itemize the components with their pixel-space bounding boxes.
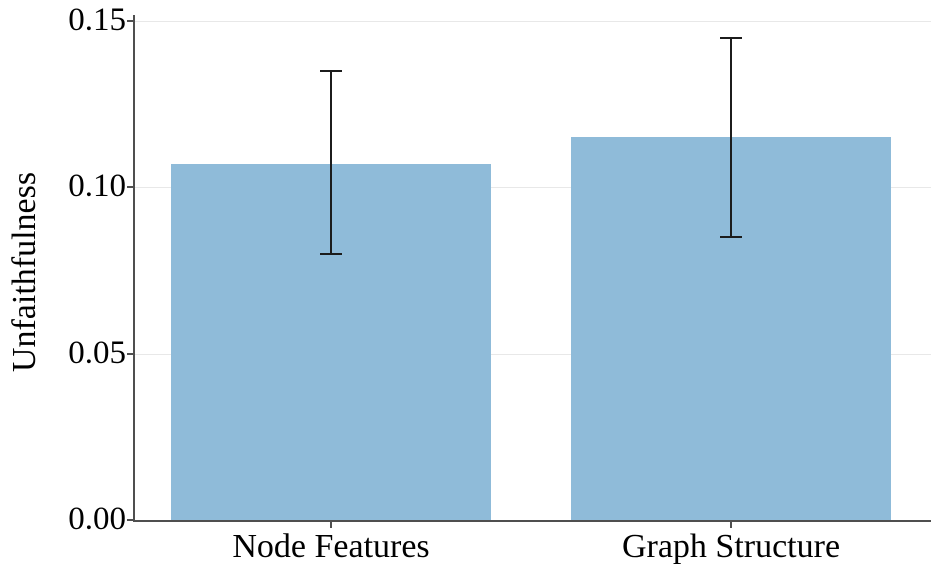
y-axis-label: Unfaithfulness: [6, 171, 43, 373]
error-bar-node-features-cap: [320, 252, 342, 255]
y-tick-label: 0.10: [68, 168, 126, 205]
x-tick-label-node-features: Node Features: [232, 528, 430, 565]
error-bar-graph-structure-cap: [720, 36, 742, 39]
y-tick-label: 0.15: [68, 2, 126, 39]
x-tick: [330, 522, 332, 528]
y-tick-label: 0.05: [68, 335, 126, 372]
y-tick-label: 0.00: [68, 501, 126, 538]
error-bar-graph-structure-cap: [720, 236, 742, 239]
gridline: [133, 354, 931, 355]
error-bar-node-features-cap: [320, 69, 342, 72]
y-tick: [127, 353, 133, 355]
error-bar-graph-structure: [730, 37, 732, 238]
y-tick: [127, 519, 133, 521]
error-bar-node-features: [330, 70, 332, 254]
x-tick-label-graph-structure: Graph Structure: [621, 528, 841, 565]
y-tick: [127, 20, 133, 22]
y-axis-spine: [133, 15, 135, 522]
x-tick: [730, 522, 732, 528]
y-tick: [127, 186, 133, 188]
gridline: [133, 21, 931, 22]
x-axis-spine: [133, 520, 931, 522]
gridline: [133, 187, 931, 188]
